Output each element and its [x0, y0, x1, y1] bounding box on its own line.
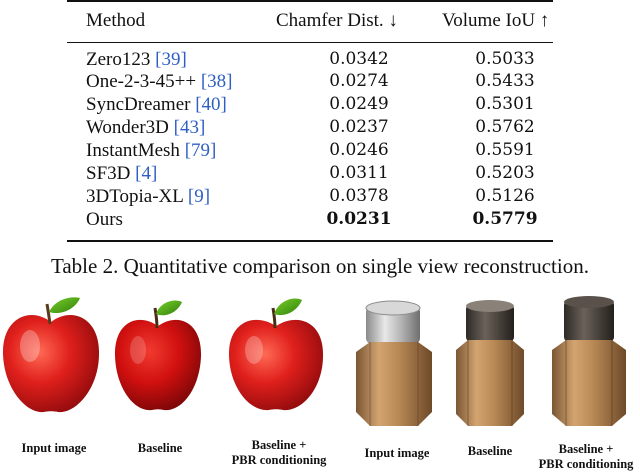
apple-baseline-render — [114, 300, 202, 411]
citation-link[interactable]: 38 — [207, 71, 227, 92]
table-bottom-rule — [67, 240, 553, 242]
table-row: Wonder3D [43] 0.0237 0.5762 — [67, 117, 553, 139]
iou-value-best: 0.5779 — [472, 209, 538, 229]
table-top-rule — [67, 0, 553, 2]
chamfer-value: 0.0311 — [329, 163, 389, 183]
jar-pbr-render — [552, 296, 626, 426]
iou-value: 0.5762 — [475, 117, 535, 137]
citation-link[interactable]: 39 — [161, 49, 181, 70]
chamfer-value: 0.0342 — [329, 49, 389, 69]
label-jar-pbr-line1: Baseline + — [558, 442, 614, 456]
label-jar-pbr-line2: PBR conditioning — [538, 457, 634, 471]
label-apple-pbr-line1: Baseline + — [251, 438, 307, 452]
method-name: 3DTopia-XL — [86, 186, 184, 207]
iou-value: 0.5433 — [475, 71, 535, 91]
label-apple-pbr-line2: PBR conditioning — [231, 453, 327, 467]
label-apple-input: Input image — [21, 441, 87, 455]
table-row: Zero123 [39] 0.0342 0.5033 — [67, 49, 553, 71]
iou-value: 0.5301 — [475, 94, 535, 114]
jar-baseline-render — [456, 300, 524, 426]
table-row: One-2-3-45++ [38] 0.0274 0.5433 — [67, 71, 553, 93]
method-name: Ours — [86, 209, 123, 230]
chamfer-value: 0.0378 — [329, 186, 389, 206]
table-row: InstantMesh [79] 0.0246 0.5591 — [67, 140, 553, 162]
table-header-rule — [67, 42, 553, 43]
table-row: SF3D [4] 0.0311 0.5203 — [67, 163, 553, 185]
table-row: 3DTopia-XL [9] 0.0378 0.5126 — [67, 186, 553, 208]
header-iou: Volume IoU ↑ — [442, 10, 550, 31]
chamfer-value: 0.0246 — [329, 140, 389, 160]
citation-link[interactable]: 4 — [141, 163, 151, 184]
chamfer-value-best: 0.0231 — [326, 209, 392, 229]
chamfer-value: 0.0237 — [329, 117, 389, 137]
chamfer-value: 0.0274 — [329, 71, 389, 91]
iou-value: 0.5203 — [475, 163, 535, 183]
table-caption: Table 2. Quantitative comparison on sing… — [51, 254, 589, 278]
iou-value: 0.5591 — [475, 140, 535, 160]
jar-input-image — [356, 300, 432, 426]
citation-link[interactable]: 79 — [191, 140, 211, 161]
label-jar-pbr: Baseline + PBR conditioning — [532, 442, 640, 472]
header-chamfer: Chamfer Dist. ↓ — [276, 10, 398, 31]
chamfer-value: 0.0249 — [329, 94, 389, 114]
method-name: SyncDreamer — [86, 94, 191, 115]
citation-link[interactable]: 9 — [194, 186, 204, 207]
label-jar-baseline: Baseline — [467, 444, 513, 458]
iou-value: 0.5126 — [475, 186, 535, 206]
apple-input-image — [2, 297, 100, 413]
table-row-ours: Ours 0.0231 0.5779 — [67, 209, 553, 231]
method-name: Zero123 — [86, 49, 151, 70]
method-name: Wonder3D — [86, 117, 169, 138]
label-apple-baseline: Baseline — [137, 441, 183, 455]
iou-value: 0.5033 — [475, 49, 535, 69]
label-jar-input: Input image — [364, 446, 430, 460]
method-name: InstantMesh — [86, 140, 180, 161]
method-name: One-2-3-45++ — [86, 71, 197, 92]
table-row: SyncDreamer [40] 0.0249 0.5301 — [67, 94, 553, 116]
label-apple-pbr: Baseline + PBR conditioning — [216, 438, 342, 468]
method-name: SF3D — [86, 163, 131, 184]
citation-link[interactable]: 43 — [179, 117, 199, 138]
apple-pbr-render — [228, 298, 324, 411]
header-method: Method — [86, 10, 146, 31]
citation-link[interactable]: 40 — [201, 94, 221, 115]
